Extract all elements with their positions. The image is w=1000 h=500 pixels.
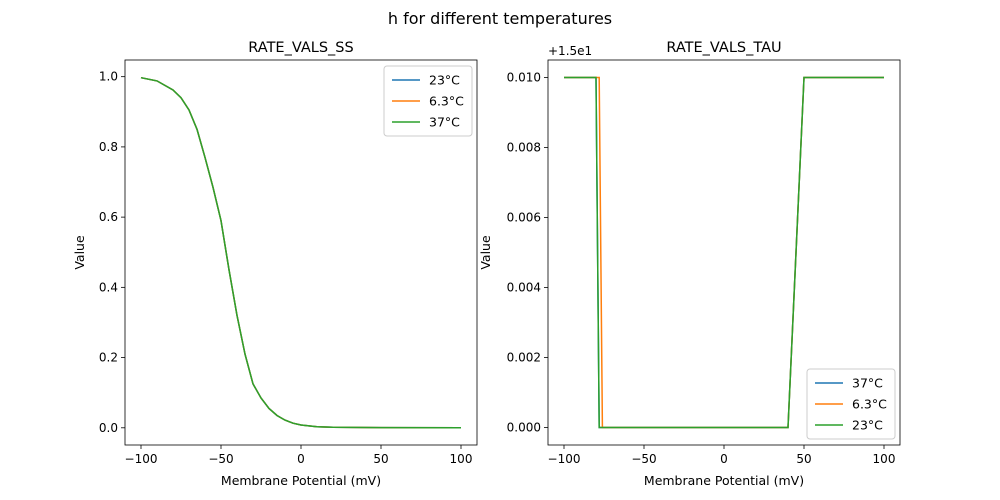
axes-frame bbox=[547, 59, 901, 446]
legend-box bbox=[383, 65, 473, 137]
y-axis-label: Value bbox=[72, 235, 87, 270]
legend-label: 23°C bbox=[852, 418, 883, 433]
y-tick-label: 0.0 bbox=[99, 421, 118, 435]
x-tick-label: 100 bbox=[450, 452, 473, 466]
y-tick-label: 0.4 bbox=[99, 280, 118, 294]
x-tick-label: 50 bbox=[373, 452, 388, 466]
y-tick-label: 0.002 bbox=[507, 351, 541, 365]
y-tick-label: 0.000 bbox=[507, 421, 541, 435]
x-tick-label: −50 bbox=[631, 452, 656, 466]
x-tick-label: −50 bbox=[208, 452, 233, 466]
y-tick-label: 0.6 bbox=[99, 210, 118, 224]
x-tick-label: −100 bbox=[125, 452, 158, 466]
y-tick-label: 0.2 bbox=[99, 351, 118, 365]
figure-suptitle: h for different temperatures bbox=[388, 9, 612, 28]
subplot-rate-vals-tau: RATE_VALS_TAU −100 −50 0 50 100 0.000 0.002 0.00… bbox=[478, 40, 901, 488]
x-tick-label: 50 bbox=[796, 452, 811, 466]
subplot-title: RATE_VALS_SS bbox=[248, 40, 353, 56]
x-tick-label: 100 bbox=[873, 452, 896, 466]
subplot-title: RATE_VALS_TAU bbox=[666, 40, 781, 56]
y-offset-text: +1.5e1 bbox=[548, 44, 592, 58]
y-tick-label: 0.006 bbox=[507, 211, 541, 225]
legend-box bbox=[806, 368, 896, 440]
subplot-rate-vals-ss: RATE_VALS_SS −100 −50 0 50 100 0.0 0.2 0.4 0.6 0.8… bbox=[72, 40, 478, 488]
x-axis-label: Membrane Potential (mV) bbox=[221, 473, 381, 488]
x-tick-label: 0 bbox=[720, 452, 728, 466]
y-tick-label: 1.0 bbox=[99, 70, 118, 84]
y-tick-label: 0.004 bbox=[507, 281, 541, 295]
x-axis-label: Membrane Potential (mV) bbox=[644, 473, 804, 488]
legend: 37°C 6.3°C 23°C bbox=[806, 368, 896, 440]
legend-label: 6.3°C bbox=[852, 397, 887, 412]
axes-frame bbox=[124, 59, 478, 446]
y-tick-label: 0.010 bbox=[507, 71, 541, 85]
x-tick-label: 0 bbox=[297, 452, 305, 466]
legend-label: 6.3°C bbox=[429, 94, 464, 109]
series-line-37C bbox=[140, 76, 462, 429]
y-tick-label: 0.008 bbox=[507, 141, 541, 155]
legend-label: 37°C bbox=[852, 376, 883, 391]
legend: 23°C 6.3°C 37°C bbox=[383, 65, 473, 137]
y-axis-label: Value bbox=[478, 235, 493, 270]
legend-label: 23°C bbox=[429, 73, 460, 88]
x-tick-label: −100 bbox=[548, 452, 581, 466]
legend-label: 37°C bbox=[429, 115, 460, 130]
y-tick-label: 0.8 bbox=[99, 140, 118, 154]
series-line-23C bbox=[564, 76, 884, 429]
